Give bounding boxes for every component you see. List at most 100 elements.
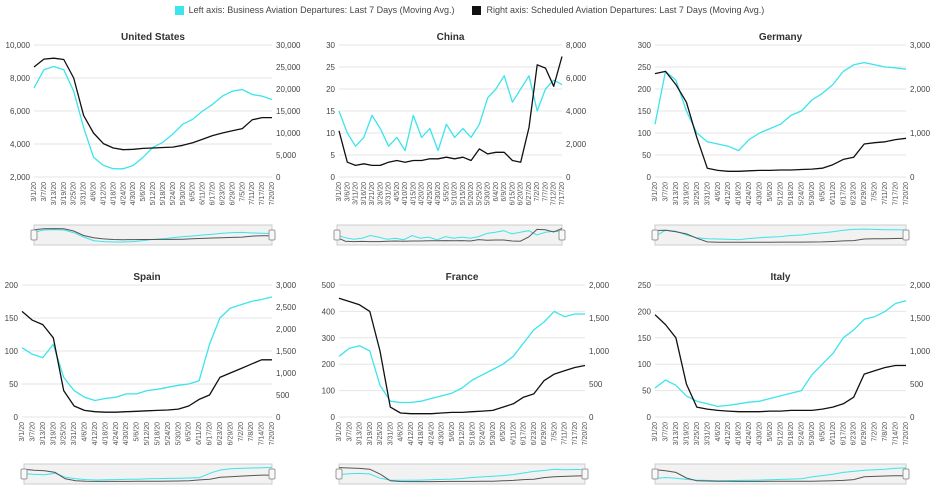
series-line-scheduled xyxy=(33,57,272,151)
x-axis-tick-label: 3/31/20 xyxy=(71,422,78,445)
x-axis-tick-label: 7/20/20 xyxy=(269,422,276,445)
navigator-handle-right[interactable] xyxy=(268,229,276,241)
right-axis-tick-label: 500 xyxy=(589,380,603,389)
navigator-handle-right[interactable] xyxy=(581,468,589,480)
right-axis-tick-label: 1,500 xyxy=(589,314,610,323)
x-axis-tick-label: 5/18/20 xyxy=(469,422,476,445)
navigator-line-business xyxy=(338,468,585,481)
x-axis-tick-label: 5/12/20 xyxy=(459,422,466,445)
left-axis-tick-label: 250 xyxy=(638,281,652,290)
right-axis-tick-label: 20,000 xyxy=(276,85,301,94)
navigator-handle-left[interactable] xyxy=(333,229,341,241)
x-axis-tick-label: 3/1/20 xyxy=(652,182,659,202)
left-axis-tick-label: 5 xyxy=(331,151,336,160)
x-axis-tick-label: 4/24/20 xyxy=(428,422,435,445)
legend-swatch-scheduled xyxy=(472,5,482,15)
x-axis-tick-label: 7/5/20 xyxy=(872,182,879,202)
x-axis-tick-label: 6/17/20 xyxy=(210,182,217,205)
navigator-handle-left[interactable] xyxy=(651,229,659,241)
x-axis-tick-label: 4/6/20 xyxy=(715,182,722,202)
left-axis-tick-label: 500 xyxy=(322,281,336,290)
left-axis-tick-label: 300 xyxy=(322,334,336,343)
x-axis-tick-label: 6/5/20 xyxy=(500,422,507,442)
x-axis-tick-label: 6/29/20 xyxy=(229,182,236,205)
navigator-handle-right[interactable] xyxy=(558,229,566,241)
x-axis-tick-label: 4/30/20 xyxy=(123,422,130,445)
left-axis-tick-label: 100 xyxy=(638,360,652,369)
x-axis-tick-label: 3/19/20 xyxy=(50,422,57,445)
left-axis-tick-label: 10,000 xyxy=(6,41,31,50)
series-line-scheduled xyxy=(654,70,907,172)
legend-item-business[interactable]: Left axis: Business Aviation Departures:… xyxy=(174,5,454,15)
navigator-handle-left[interactable] xyxy=(335,468,343,480)
x-axis-tick-label: 7/2/20 xyxy=(238,422,245,442)
x-axis-tick-label: 3/13/20 xyxy=(357,422,364,445)
x-axis-tick-label: 6/17/20 xyxy=(840,422,847,445)
navigator-handle-right[interactable] xyxy=(268,468,276,480)
navigator-handle-right[interactable] xyxy=(902,468,910,480)
navigator xyxy=(333,224,566,246)
x-axis-tick-label: 3/1/20 xyxy=(652,422,659,442)
right-axis-tick-label: 30,000 xyxy=(276,41,301,50)
x-axis-tick-label: 6/11/20 xyxy=(830,422,837,445)
right-axis-tick-label: 2,000 xyxy=(910,281,931,290)
x-axis-tick-label: 7/5/20 xyxy=(239,182,246,202)
left-axis-tick-label: 6,000 xyxy=(10,107,31,116)
x-axis-tick-label: 5/10/20 xyxy=(452,182,459,205)
chart-panel-united-states: United States 2,000 4,000 6,000 8,000 10,000 0… xyxy=(6,32,301,246)
x-axis-tick-label: 7/7/20 xyxy=(542,182,549,202)
x-axis-tick-label: 4/5/20 xyxy=(394,182,401,202)
x-axis-tick-label: 3/31/20 xyxy=(81,182,88,205)
x-axis-tick-label: 7/17/20 xyxy=(893,182,900,205)
navigator xyxy=(651,463,910,485)
x-axis-tick-label: 4/15/20 xyxy=(410,182,417,205)
x-axis-tick-label: 3/7/20 xyxy=(662,182,669,202)
chart-panel-china: China 0 5 10 15 20 25 30 0 2,000 4,000 6,000 8,000 3/… xyxy=(326,32,587,246)
chart-title: Germany xyxy=(759,32,803,43)
right-axis-tick-label: 1,000 xyxy=(910,129,931,138)
navigator-handle-left[interactable] xyxy=(30,229,38,241)
x-axis-tick-label: 5/24/20 xyxy=(170,182,177,205)
right-axis-tick-label: 8,000 xyxy=(566,41,587,50)
x-axis-tick-label: 4/12/20 xyxy=(725,422,732,445)
x-axis-tick-label: 6/15/20 xyxy=(509,182,516,205)
right-axis-tick-label: 0 xyxy=(910,413,915,422)
navigator-handle-left[interactable] xyxy=(651,468,659,480)
x-axis-tick-label: 6/20/20 xyxy=(518,182,525,205)
x-axis-tick-label: 5/30/20 xyxy=(490,422,497,445)
x-axis-tick-label: 6/17/20 xyxy=(207,422,214,445)
x-axis-tick-label: 4/30/20 xyxy=(757,182,764,205)
x-axis-tick-label: 3/25/20 xyxy=(694,182,701,205)
chart-panel-france: France 0 100 200 300 400 500 0 500 1,000 1,500 2,00… xyxy=(322,272,610,485)
x-axis-tick-label: 6/27/20 xyxy=(526,182,533,205)
x-axis-tick-label: 3/7/20 xyxy=(346,422,353,442)
series-line-scheduled xyxy=(21,310,272,413)
right-axis-tick-label: 2,000 xyxy=(589,281,610,290)
x-axis-tick-label: 6/23/20 xyxy=(851,422,858,445)
right-axis-tick-label: 1,000 xyxy=(910,347,931,356)
legend-item-scheduled[interactable]: Right axis: Scheduled Aviation Departure… xyxy=(472,5,764,15)
x-axis-tick-label: 4/18/20 xyxy=(102,422,109,445)
x-axis-tick-label: 6/5/20 xyxy=(190,182,197,202)
navigator-frame xyxy=(33,224,273,246)
navigator xyxy=(335,463,589,485)
x-axis-tick-label: 4/30/20 xyxy=(439,422,446,445)
navigator-line-scheduled xyxy=(33,228,272,241)
left-axis-tick-label: 8,000 xyxy=(10,74,31,83)
x-axis-tick-label: 6/5/20 xyxy=(819,182,826,202)
x-axis-tick-label: 7/14/20 xyxy=(893,422,900,445)
x-axis-tick-label: 4/24/20 xyxy=(113,422,120,445)
x-axis-tick-label: 5/24/20 xyxy=(165,422,172,445)
navigator-handle-right[interactable] xyxy=(902,229,910,241)
x-axis-tick-label: 5/6/20 xyxy=(767,182,774,202)
x-axis-tick-label: 4/10/20 xyxy=(402,182,409,205)
x-axis-tick-label: 6/9/20 xyxy=(501,182,508,202)
right-axis-tick-label: 2,000 xyxy=(910,85,931,94)
chart-panel-germany: Germany 0 50 100 150 200 250 300 0 1,000 2,000 3,00… xyxy=(638,32,931,246)
navigator-handle-left[interactable] xyxy=(20,468,28,480)
left-axis-tick-label: 100 xyxy=(322,387,336,396)
x-axis-tick-label: 5/30/20 xyxy=(180,182,187,205)
x-axis-tick-label: 3/25/20 xyxy=(694,422,701,445)
legend-swatch-business xyxy=(174,5,184,15)
